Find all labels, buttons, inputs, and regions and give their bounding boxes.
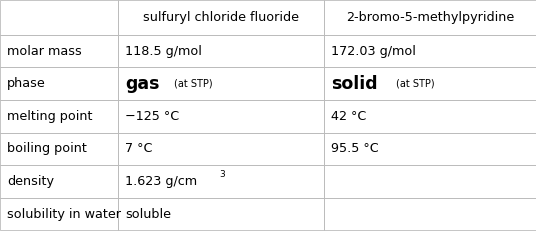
Bar [0, 67, 118, 100]
Text: boiling point: boiling point [7, 142, 87, 155]
Bar [0, 133, 118, 165]
Text: soluble: soluble [125, 208, 171, 221]
Bar [118, 0, 324, 35]
Text: 7 °C: 7 °C [125, 142, 152, 155]
Text: 1.623 g/cm: 1.623 g/cm [125, 175, 197, 188]
Bar [118, 100, 324, 133]
Text: solid: solid [331, 75, 378, 93]
Text: (at STP): (at STP) [174, 79, 212, 89]
Text: 3: 3 [219, 170, 225, 179]
Bar [118, 133, 324, 165]
Text: −125 °C: −125 °C [125, 110, 179, 123]
Bar [0, 35, 118, 67]
Text: solubility in water: solubility in water [7, 208, 121, 221]
Bar [0, 165, 118, 198]
Text: 172.03 g/mol: 172.03 g/mol [331, 45, 416, 58]
Text: sulfuryl chloride fluoride: sulfuryl chloride fluoride [143, 11, 299, 24]
Text: 42 °C: 42 °C [331, 110, 367, 123]
Text: molar mass: molar mass [7, 45, 81, 58]
Bar [324, 198, 536, 230]
Bar [118, 35, 324, 67]
Text: 95.5 °C: 95.5 °C [331, 142, 379, 155]
Bar [0, 100, 118, 133]
Text: density: density [7, 175, 54, 188]
Text: 2-bromo-5-methylpyridine: 2-bromo-5-methylpyridine [346, 11, 514, 24]
Text: gas: gas [125, 75, 159, 93]
Bar [118, 198, 324, 230]
Text: melting point: melting point [7, 110, 93, 123]
Bar [118, 67, 324, 100]
Text: 118.5 g/mol: 118.5 g/mol [125, 45, 202, 58]
Text: (at STP): (at STP) [396, 79, 434, 89]
Bar [324, 100, 536, 133]
Bar [118, 165, 324, 198]
Bar [0, 0, 118, 35]
Bar [324, 165, 536, 198]
Bar [324, 67, 536, 100]
Bar [324, 133, 536, 165]
Text: phase: phase [7, 77, 46, 90]
Bar [324, 0, 536, 35]
Bar [324, 35, 536, 67]
Bar [0, 198, 118, 230]
